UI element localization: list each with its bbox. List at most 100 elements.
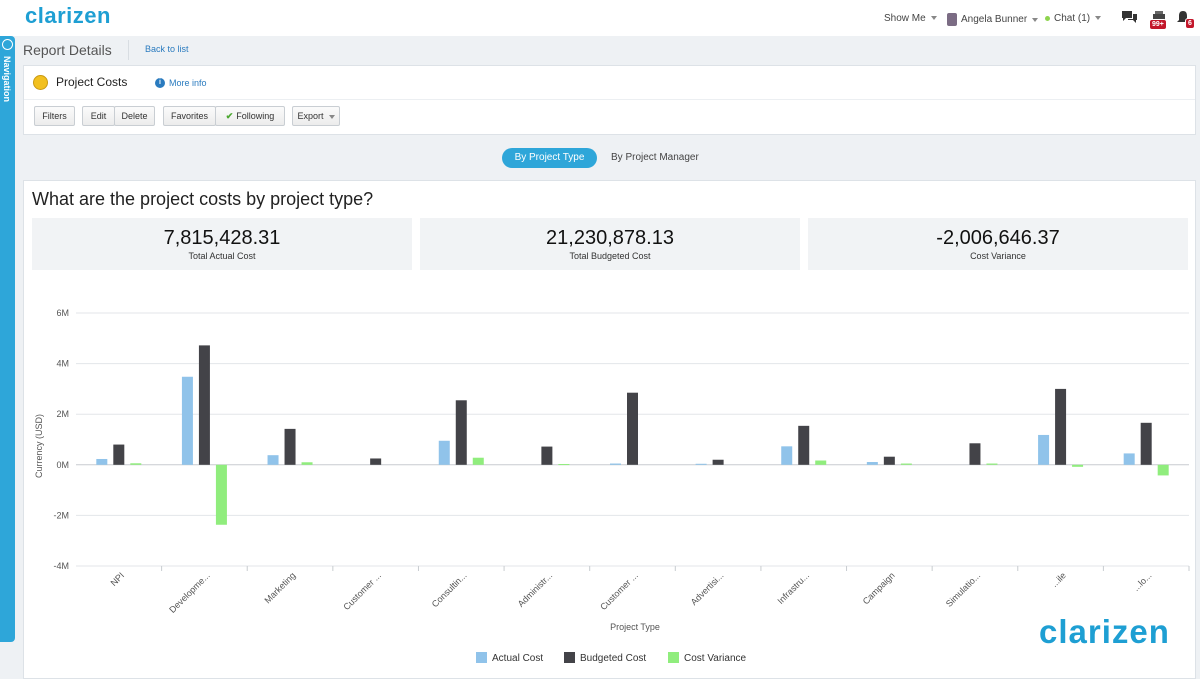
x-tick-label: Infrastru... — [775, 570, 811, 606]
user-menu[interactable]: Angela Bunner — [947, 13, 1039, 26]
y-axis-title: Currency (USD) — [34, 414, 44, 478]
following-label: Following — [236, 111, 275, 121]
clarizen-logo[interactable]: clarizen — [25, 3, 111, 28]
legend-label[interactable]: Cost Variance — [684, 653, 747, 664]
bar-cost-variance[interactable] — [558, 464, 570, 466]
bar-budgeted-cost[interactable] — [627, 392, 638, 465]
x-tick-label: Developme... — [167, 570, 212, 615]
bar-actual-cost[interactable] — [438, 440, 450, 465]
chat-menu[interactable]: Chat (1) — [1045, 13, 1102, 24]
y-tick-label: 2M — [56, 409, 69, 419]
bar-budgeted-cost[interactable] — [113, 444, 125, 465]
bar-actual-cost[interactable] — [695, 463, 707, 465]
y-tick-label: -4M — [54, 561, 70, 571]
report-card: What are the project costs by project ty… — [23, 180, 1196, 679]
chevron-down-icon — [930, 16, 937, 21]
clarizen-watermark-logo: clarizen — [1039, 613, 1170, 650]
delete-button[interactable]: Delete — [114, 106, 155, 126]
bar-budgeted-cost[interactable] — [798, 425, 810, 465]
bar-budgeted-cost[interactable] — [1140, 422, 1152, 465]
export-button[interactable]: Export — [292, 106, 340, 126]
legend-swatch[interactable] — [668, 652, 679, 663]
show-me-menu[interactable]: Show Me — [884, 13, 937, 24]
bar-cost-variance[interactable] — [215, 464, 227, 525]
bar-cost-variance[interactable] — [1157, 464, 1169, 476]
bar-budgeted-cost[interactable] — [541, 446, 553, 465]
bar-budgeted-cost[interactable] — [198, 345, 210, 465]
divider — [24, 99, 1195, 100]
edit-button[interactable]: Edit — [82, 106, 115, 126]
legend-swatch[interactable] — [476, 652, 487, 663]
kpi-label: Cost Variance — [970, 251, 1026, 261]
bar-budgeted-cost[interactable] — [969, 443, 981, 465]
avatar — [947, 13, 957, 26]
checkmark-icon: ✔ — [225, 111, 234, 121]
kpi-value: 7,815,428.31 — [163, 227, 281, 249]
bar-actual-cost[interactable] — [96, 458, 108, 465]
more-info-link[interactable]: More info — [169, 78, 207, 88]
tab-by-project-manager[interactable]: By Project Manager — [611, 152, 699, 163]
bar-actual-cost[interactable] — [866, 462, 878, 465]
bar-actual-cost[interactable] — [181, 376, 193, 465]
favorites-button[interactable]: Favorites — [163, 106, 216, 126]
x-tick-label: Customer ... — [341, 570, 383, 612]
info-icon[interactable]: i — [155, 78, 165, 88]
tab-by-project-type[interactable]: By Project Type — [502, 148, 597, 168]
filters-button[interactable]: Filters — [34, 106, 75, 126]
report-name: Project Costs — [56, 75, 128, 89]
kpi-cost-variance: -2,006,646.37 Cost Variance — [808, 218, 1188, 270]
bar-actual-cost[interactable] — [610, 463, 621, 465]
bar-budgeted-cost[interactable] — [883, 456, 895, 465]
x-tick-label: ...ile — [1049, 570, 1068, 589]
legend-label[interactable]: Actual Cost — [492, 653, 543, 664]
online-status-icon — [1045, 15, 1050, 21]
legend-label[interactable]: Budgeted Cost — [580, 653, 646, 664]
page-title: Report Details — [23, 42, 112, 58]
notifications-icon[interactable]: 99+ — [1149, 10, 1167, 31]
navigation-panel[interactable]: Navigation — [0, 36, 15, 642]
alerts-badge: 6 — [1185, 18, 1195, 29]
notifications-badge: 99+ — [1149, 19, 1167, 30]
divider — [128, 40, 129, 60]
bar-actual-cost[interactable] — [781, 446, 793, 465]
back-to-list-link[interactable]: Back to list — [145, 44, 189, 54]
following-button[interactable]: ✔ Following — [215, 106, 285, 126]
bar-budgeted-cost[interactable] — [370, 458, 382, 465]
bar-budgeted-cost[interactable] — [455, 400, 467, 465]
chevron-down-icon — [1095, 16, 1102, 21]
legend-swatch[interactable] — [564, 652, 575, 663]
coins-icon — [33, 75, 48, 90]
bar-cost-variance[interactable] — [1072, 464, 1084, 467]
chat-bubbles-icon[interactable] — [1121, 10, 1138, 29]
bar-cost-variance[interactable] — [986, 463, 998, 465]
bar-cost-variance[interactable] — [130, 463, 142, 465]
navigation-label: Navigation — [2, 56, 12, 103]
navigation-toggle-icon[interactable] — [2, 39, 13, 50]
bar-cost-variance[interactable] — [472, 457, 484, 465]
bar-cost-variance[interactable] — [301, 462, 313, 465]
y-tick-label: -2M — [54, 510, 70, 520]
bar-actual-cost[interactable] — [1038, 434, 1050, 465]
x-tick-label: Consultin... — [430, 570, 469, 609]
bar-budgeted-cost[interactable] — [1055, 388, 1067, 465]
bar-actual-cost[interactable] — [1123, 453, 1135, 465]
export-label: Export — [297, 111, 324, 121]
x-tick-label: NPI — [109, 570, 127, 588]
x-tick-label: Marketing — [262, 570, 297, 605]
alerts-icon[interactable]: 6 — [1176, 10, 1195, 31]
kpi-value: -2,006,646.37 — [936, 227, 1060, 249]
bar-budgeted-cost[interactable] — [712, 459, 724, 465]
y-tick-label: 0M — [56, 460, 69, 470]
x-axis-title: Project Type — [610, 622, 660, 632]
top-bar: clarizen Show Me Angela Bunner Chat (1) … — [0, 0, 1200, 36]
bar-cost-variance[interactable] — [900, 463, 912, 465]
report-header-panel: Project Costs i More info Filters Edit D… — [23, 65, 1196, 135]
x-tick-label: Customer ... — [598, 570, 640, 612]
bar-budgeted-cost[interactable] — [284, 428, 296, 465]
bar-cost-variance[interactable] — [815, 460, 827, 465]
project-cost-chart[interactable]: 6M 4M 2M 0M -2M -4M NPI Developme... Marketing C… — [24, 181, 1195, 678]
kpi-total-budgeted-cost: 21,230,878.13 Total Budgeted Cost — [420, 218, 800, 270]
chat-label: Chat (1) — [1054, 13, 1091, 24]
bar-actual-cost[interactable] — [267, 455, 279, 465]
x-tick-label: Administr... — [516, 570, 555, 609]
